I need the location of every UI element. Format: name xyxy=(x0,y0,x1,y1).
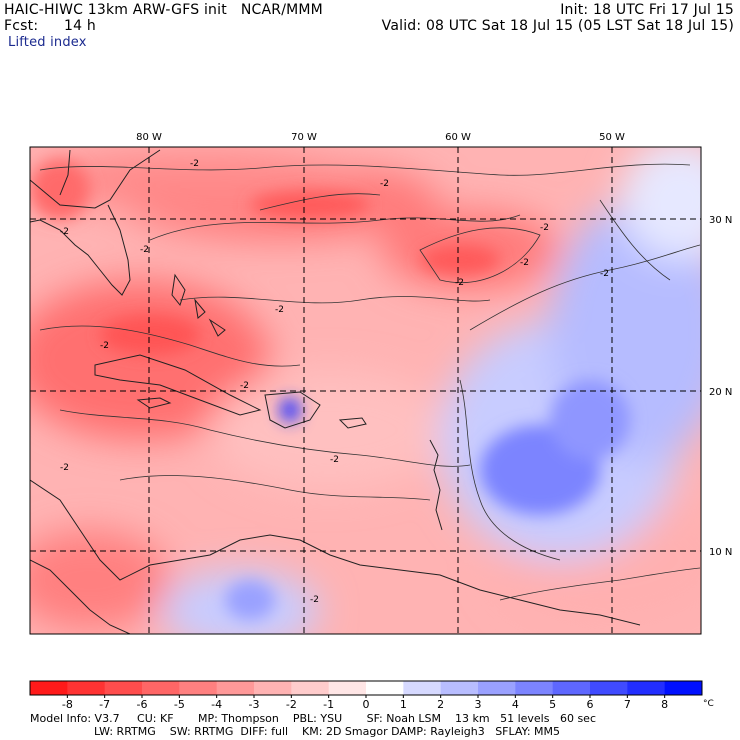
lat-label-30n: 30 N xyxy=(709,215,732,226)
color-bar-tick-label: 4 xyxy=(512,698,519,711)
lifted-index-field xyxy=(30,147,701,634)
color-bar-tick-label: 8 xyxy=(661,698,668,711)
color-bar-swatch xyxy=(142,681,180,695)
color-bar-tick-label: 3 xyxy=(475,698,482,711)
contour-label: -2 xyxy=(240,381,249,391)
lon-label-70w: 70 W xyxy=(291,132,317,143)
lon-label-80w: 80 W xyxy=(136,132,162,143)
contour-label: -2 xyxy=(600,269,609,279)
init-time: Init: 18 UTC Fri 17 Jul 15 xyxy=(560,2,734,18)
contour-labels: -2 -2 -2 -2 -2 -2 -2 -2 -2 -2 -2 -2 -2 -… xyxy=(60,159,609,605)
contour-label: -2 xyxy=(330,455,339,465)
color-bar-tick-label: -1 xyxy=(323,698,334,711)
color-bar-swatch xyxy=(30,681,68,695)
lat-label-20n: 20 N xyxy=(709,387,732,398)
color-bar-tick-label: -4 xyxy=(211,698,222,711)
contour-label: -2 xyxy=(540,223,549,233)
color-bar-swatch xyxy=(590,681,628,695)
color-bar xyxy=(29,680,703,696)
contour-label: -2 xyxy=(60,227,69,237)
color-bar-swatch xyxy=(216,681,255,695)
color-bar-tick-label: 2 xyxy=(437,698,444,711)
color-bar-tick-label: 0 xyxy=(363,698,370,711)
color-bar-tick-label: 5 xyxy=(549,698,556,711)
forecast-hour: 14 h xyxy=(64,18,96,34)
contour-label: -2 xyxy=(140,245,149,255)
color-bar-swatch xyxy=(440,681,479,695)
contour-label: -2 xyxy=(520,258,529,268)
contour-label: -2 xyxy=(310,595,319,605)
color-bar-tick-label: -3 xyxy=(249,698,260,711)
contour-label: -2 xyxy=(380,179,389,189)
color-bar-swatch xyxy=(104,681,143,695)
color-bar-tick-label: -5 xyxy=(174,698,185,711)
color-bar-swatch xyxy=(291,681,330,695)
forecast-label: Fcst: xyxy=(4,18,39,34)
contour-label: -2 xyxy=(100,341,109,351)
color-bar-tick-label: 1 xyxy=(400,698,407,711)
coastlines xyxy=(30,149,641,634)
color-bar-swatch xyxy=(366,681,404,695)
graticule xyxy=(30,147,701,634)
model-info-line-2: LW: RRTMG SW: RRTMG DIFF: full KM: 2D Sm… xyxy=(94,725,560,738)
color-bar-tick-label: -6 xyxy=(137,698,148,711)
color-bar-swatch xyxy=(179,681,218,695)
contour-label: -2 xyxy=(455,278,464,288)
contour-label: -2 xyxy=(190,159,199,169)
color-bar-swatch xyxy=(515,681,554,695)
color-bar-tick-label: -7 xyxy=(99,698,110,711)
contour-lines xyxy=(39,163,701,601)
lon-label-60w: 60 W xyxy=(445,132,471,143)
color-bar-swatch xyxy=(552,681,591,695)
color-bar-tick-label: 7 xyxy=(624,698,631,711)
model-info-line-1: Model Info: V3.7 CU: KF MP: Thompson PBL… xyxy=(30,712,596,725)
color-bar-swatch xyxy=(254,681,292,695)
color-bar-tick-label: -8 xyxy=(62,698,73,711)
lon-label-50w: 50 W xyxy=(599,132,625,143)
color-bar-swatch xyxy=(478,681,516,695)
color-bar-swatch xyxy=(627,681,666,695)
valid-time: Valid: 08 UTC Sat 18 Jul 15 (05 LST Sat … xyxy=(381,18,734,34)
contour-label: -2 xyxy=(275,305,284,315)
color-bar-tick-label: 6 xyxy=(587,698,594,711)
lat-label-10n: 10 N xyxy=(709,547,732,558)
color-bar-swatch xyxy=(67,681,106,695)
color-bar-unit: °C xyxy=(703,699,714,709)
color-bar-ticks: -8 -7 -6 -5 -4 -3 -2 -1 0 1 2 3 4 5 6 7 8 xyxy=(62,695,668,711)
map-frame xyxy=(29,146,702,635)
color-bar-swatch xyxy=(664,681,703,695)
field-name: Lifted index xyxy=(8,35,87,50)
color-bar-swatch xyxy=(403,681,442,695)
model-title: HAIC-HIWC 13km ARW-GFS init NCAR/MMM xyxy=(4,2,323,18)
color-bar-swatch xyxy=(328,681,367,695)
contour-label: -2 xyxy=(60,463,69,473)
color-bar-tick-label: -2 xyxy=(286,698,297,711)
